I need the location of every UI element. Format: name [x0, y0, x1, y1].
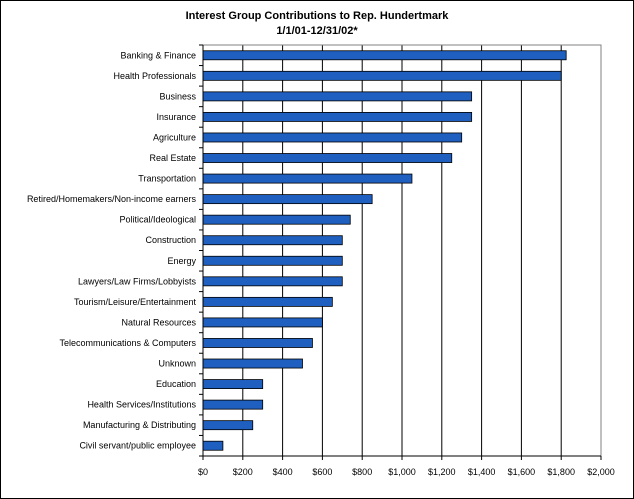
- bar: [202, 379, 264, 389]
- category-label: Natural Resources: [121, 317, 196, 327]
- x-tick-label: $1,600: [508, 467, 536, 477]
- x-tick-labels: $0 $200 $400 $600 $800 $1,000 $1,200 $1,400 $1,6…: [198, 467, 615, 477]
- category-label: Telecommunications & Computers: [59, 338, 196, 348]
- bar: [202, 235, 343, 246]
- bar: [202, 440, 224, 451]
- bar: [202, 194, 373, 205]
- bar: [202, 296, 333, 307]
- bars: [202, 50, 567, 451]
- bar: [202, 91, 473, 102]
- x-tick-label: $1,200: [428, 467, 456, 477]
- x-tick-label: $0: [198, 467, 208, 477]
- bar: [202, 255, 343, 266]
- bar: [202, 399, 264, 410]
- category-label: Education: [156, 379, 196, 389]
- bar: [202, 173, 413, 184]
- category-label: Civil servant/public employee: [79, 441, 196, 451]
- category-label: Unknown: [158, 359, 196, 369]
- category-label: Agriculture: [153, 132, 196, 142]
- category-label: Energy: [167, 256, 196, 266]
- category-labels: Banking & Finance Health Professionals Bus…: [27, 50, 197, 450]
- axes: [199, 44, 602, 460]
- category-label: Transportation: [138, 174, 196, 184]
- category-label: Banking & Finance: [120, 50, 196, 60]
- x-tick-label: $200: [233, 467, 253, 477]
- x-tick-label: $2,000: [587, 467, 615, 477]
- bar: [202, 317, 323, 328]
- x-tick-label: $1,800: [547, 467, 575, 477]
- x-tick-label: $800: [352, 467, 372, 477]
- x-tick-label: $600: [312, 467, 332, 477]
- chart-subtitle: 1/1/01-12/31/02*: [276, 25, 358, 37]
- bar: [202, 112, 473, 122]
- chart-title: Interest Group Contributions to Rep. Hun…: [185, 10, 449, 22]
- gridlines: [202, 44, 602, 457]
- category-label: Retired/Homemakers/Non-income earners: [27, 194, 197, 204]
- x-tick-label: $1,000: [388, 467, 416, 477]
- bar: [202, 420, 254, 431]
- bar: [202, 276, 343, 287]
- bar: [202, 338, 313, 348]
- category-label: Construction: [145, 235, 196, 245]
- x-tick-label: $400: [273, 467, 293, 477]
- category-label: Insurance: [156, 112, 196, 122]
- category-label: Tourism/Leisure/Entertainment: [74, 297, 197, 307]
- bar: [202, 214, 351, 225]
- category-label: Lawyers/Law Firms/Lobbyists: [78, 276, 197, 286]
- category-label: Health Services/Institutions: [87, 400, 196, 410]
- x-tick-label: $1,400: [468, 467, 496, 477]
- category-label: Manufacturing & Distributing: [83, 420, 196, 430]
- bar: [202, 132, 463, 143]
- category-label: Business: [159, 91, 196, 101]
- bar: [202, 70, 562, 81]
- bar: [202, 153, 453, 163]
- category-label: Real Estate: [149, 153, 196, 163]
- category-label: Health Professionals: [113, 71, 196, 81]
- bar: [202, 50, 567, 61]
- category-label: Political/Ideological: [119, 215, 196, 225]
- bar: [202, 358, 303, 369]
